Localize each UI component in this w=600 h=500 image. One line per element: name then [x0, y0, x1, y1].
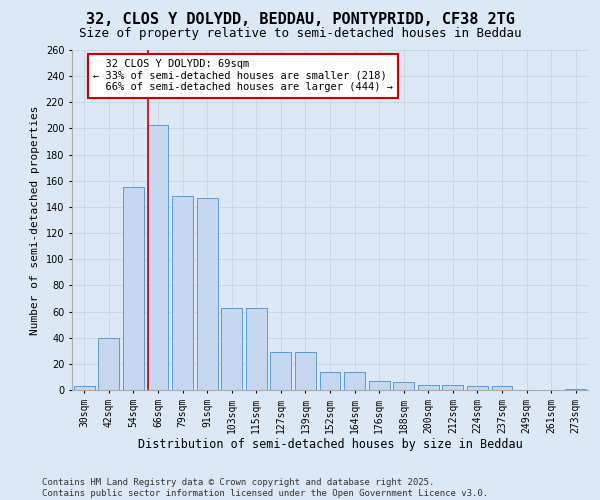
Bar	[467, 386, 488, 390]
Text: Size of property relative to semi-detached houses in Beddau: Size of property relative to semi-detach…	[79, 28, 521, 40]
Bar	[295, 352, 316, 390]
Bar	[344, 372, 365, 390]
Bar	[320, 372, 340, 390]
Bar	[418, 385, 439, 390]
Bar	[98, 338, 119, 390]
Bar	[197, 198, 218, 390]
Text: Contains HM Land Registry data © Crown copyright and database right 2025.
Contai: Contains HM Land Registry data © Crown c…	[42, 478, 488, 498]
Bar	[271, 352, 292, 390]
Bar	[368, 381, 389, 390]
Bar	[123, 188, 144, 390]
Bar	[393, 382, 414, 390]
Text: 32, CLOS Y DOLYDD, BEDDAU, PONTYPRIDD, CF38 2TG: 32, CLOS Y DOLYDD, BEDDAU, PONTYPRIDD, C…	[86, 12, 514, 28]
Bar	[221, 308, 242, 390]
Bar	[442, 385, 463, 390]
X-axis label: Distribution of semi-detached houses by size in Beddau: Distribution of semi-detached houses by …	[137, 438, 523, 452]
Bar	[172, 196, 193, 390]
Bar	[246, 308, 267, 390]
Bar	[74, 386, 95, 390]
Bar	[491, 386, 512, 390]
Y-axis label: Number of semi-detached properties: Number of semi-detached properties	[30, 106, 40, 335]
Text: 32 CLOS Y DOLYDD: 69sqm
← 33% of semi-detached houses are smaller (218)
  66% of: 32 CLOS Y DOLYDD: 69sqm ← 33% of semi-de…	[93, 59, 393, 92]
Bar	[565, 388, 586, 390]
Bar	[148, 124, 169, 390]
